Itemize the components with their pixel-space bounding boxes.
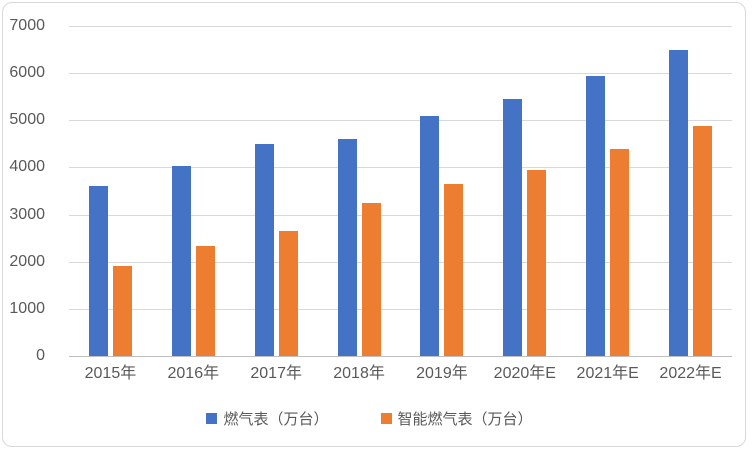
category-group-2016年 — [152, 26, 235, 356]
category-group-2017年 — [235, 26, 318, 356]
bar-gas-meter-2020年E — [503, 99, 523, 356]
x-tick-label: 2016年 — [167, 365, 220, 382]
bar-smart-gas-meter-2022年E — [693, 125, 713, 356]
bars-layer — [69, 26, 732, 356]
category-group-2021年E — [566, 26, 649, 356]
category-group-2018年 — [318, 26, 401, 356]
x-axis-tick-labels: 2015年 2016年 2017年 2018年 2019年 2020年E 2021年E 202… — [69, 364, 732, 384]
category-group-2019年 — [401, 26, 484, 356]
bar-gas-meter-2018年 — [337, 139, 357, 356]
gridline — [69, 214, 732, 216]
legend-marker-icon — [206, 413, 218, 424]
x-tick-label: 2022年E — [659, 365, 722, 382]
legend-label: 燃气表（万台） — [223, 411, 329, 428]
bar-smart-gas-meter-2016年 — [195, 246, 215, 356]
legend-label: 智能燃气表（万台） — [397, 411, 533, 428]
bar-gas-meter-2021年E — [586, 75, 606, 356]
legend-item-gas-meter: 燃气表（万台） — [206, 408, 329, 429]
x-tick-label: 2017年 — [250, 365, 302, 382]
y-tick-label: 3000 — [9, 205, 45, 223]
chart-frame: 0 1000 2000 3000 4000 5000 6000 7000 2015年 2016年… — [2, 2, 746, 447]
x-tick-label: 2018年 — [333, 365, 385, 382]
category-group-2020年E — [483, 26, 566, 356]
bar-gas-meter-2022年E — [669, 49, 689, 356]
category-group-2015年 — [69, 26, 152, 356]
bar-smart-gas-meter-2021年E — [610, 148, 630, 356]
y-tick-label: 7000 — [9, 17, 45, 34]
gridline — [69, 261, 732, 263]
bar-smart-gas-meter-2020年E — [527, 169, 547, 356]
bar-smart-gas-meter-2019年 — [444, 183, 464, 356]
y-tick-label: 0 — [36, 347, 45, 364]
bar-gas-meter-2016年 — [171, 165, 191, 356]
gridline — [69, 120, 732, 122]
gridline — [69, 73, 732, 75]
bar-gas-meter-2019年 — [420, 115, 440, 356]
x-tick-label: 2019年 — [416, 365, 468, 382]
gridline — [69, 26, 732, 27]
legend-marker-icon — [380, 413, 392, 424]
x-axis-line — [69, 356, 732, 357]
bar-smart-gas-meter-2017年 — [278, 231, 298, 356]
bar-gas-meter-2015年 — [88, 186, 108, 356]
plot-area — [69, 26, 732, 357]
y-tick-label: 1000 — [9, 299, 45, 317]
x-tick-label: 2021年E — [576, 365, 639, 382]
y-tick-label: 6000 — [9, 64, 45, 82]
y-tick-label: 5000 — [9, 111, 45, 129]
y-tick-label: 4000 — [9, 158, 45, 176]
y-tick-label: 2000 — [9, 252, 45, 270]
legend-item-smart-gas-meter: 智能燃气表（万台） — [380, 408, 533, 429]
bar-smart-gas-meter-2015年 — [112, 266, 132, 356]
category-group-2022年E — [649, 26, 732, 356]
bar-gas-meter-2017年 — [254, 143, 274, 356]
gridline — [69, 308, 732, 310]
gridline — [69, 167, 732, 169]
bar-smart-gas-meter-2018年 — [361, 202, 381, 356]
x-tick-label: 2015年 — [84, 365, 137, 382]
legend: 燃气表（万台） 智能燃气表（万台） — [3, 408, 736, 429]
x-tick-label: 2020年E — [493, 365, 556, 382]
